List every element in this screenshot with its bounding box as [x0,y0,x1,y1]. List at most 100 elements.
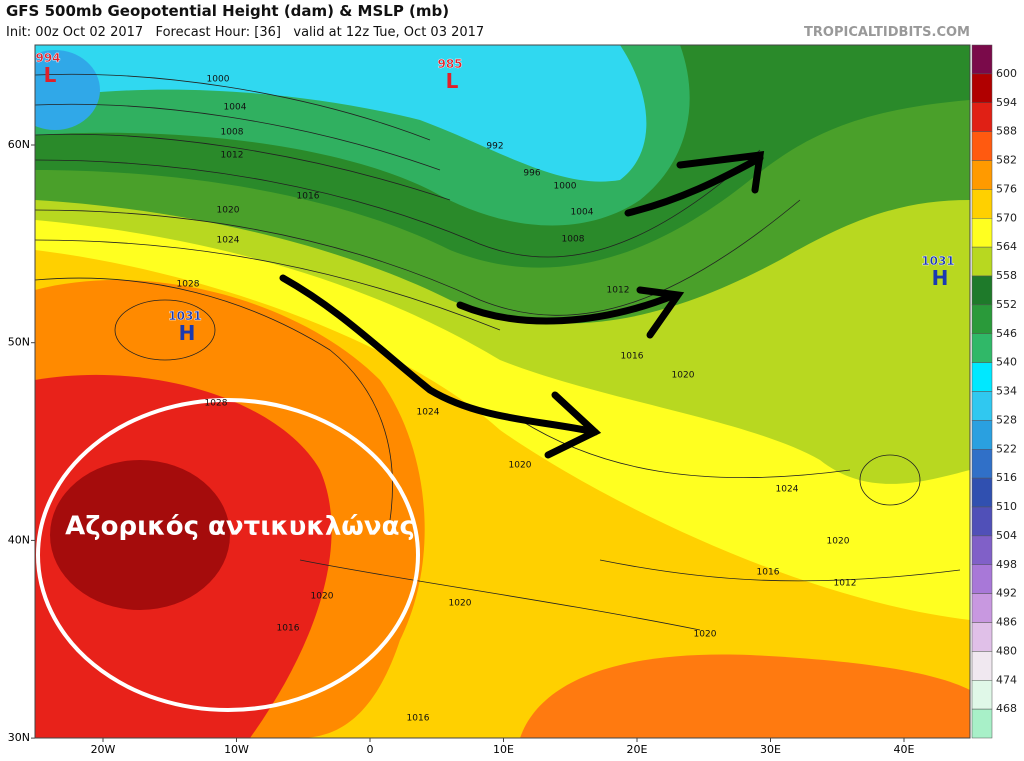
center-value: 994 [35,51,60,65]
lon-label: 0 [367,743,374,756]
center-letter: L [446,69,459,93]
site: TROPICALTIDBITS.COM [804,25,970,40]
isobar-label: 1016 [297,192,320,202]
colorbar-box [971,362,993,392]
colorbar-box [971,680,993,710]
colorbar-label: 504 [996,529,1017,542]
annotation: Αζορικός αντικυκλώνας [65,512,415,542]
colorbar-box [971,708,993,739]
colorbar-label: 588 [996,125,1017,138]
colorbar-box [971,304,993,334]
colorbar-label: 486 [996,616,1017,629]
colorbar-box [971,246,993,277]
isobar-label: 1008 [221,128,244,138]
colorbar-box [971,477,993,508]
colorbar-box [971,102,993,132]
colorbar-box [971,73,993,103]
colorbar-box [971,218,993,248]
field [520,654,970,738]
center-letter: H [932,266,949,290]
isobars [35,73,961,631]
lon-label: 20W [91,743,116,756]
isobar-label: 1000 [207,75,230,85]
field [35,45,647,182]
subtitle: Init: 00z Oct 02 2017 Forecast Hour: [36… [6,25,484,40]
colorbar-box [971,391,993,421]
colorbar-box [971,131,993,161]
colorbar-label: 546 [996,327,1017,340]
colorbar-box [971,44,993,75]
isobar-label: 1016 [621,352,644,362]
colorbar-box [971,506,993,537]
isobar-label: 1016 [757,568,780,578]
colorbar-label: 582 [996,154,1017,167]
isobar-label: 1008 [562,235,585,245]
isobar-label: 1020 [827,537,850,547]
lat-label: 30N [8,731,30,744]
isobar-label: 1012 [607,286,630,296]
isobar-label: 1024 [776,485,799,495]
isobar-label: 1028 [177,280,200,290]
arrows [279,150,765,459]
colorbar-box [971,189,993,219]
isobar-label: 1016 [407,714,430,724]
isobar-label: 1016 [277,624,300,634]
isobar-label: 1012 [834,579,857,589]
colorbar-box [971,160,993,190]
colorbar-label: 576 [996,182,1017,195]
colorbar-box [971,622,993,652]
colorbar-label: 498 [996,558,1017,571]
colorbar-box [971,333,993,363]
center-value: 1031 [921,254,954,268]
field [35,50,100,130]
colorbar-label: 564 [996,240,1017,253]
isobar-label: 1020 [509,461,532,471]
colorbar-label: 468 [996,702,1017,715]
colorbar-box [971,651,993,681]
colorbar-label: 474 [996,673,1017,686]
colorbar-box [971,420,993,450]
center-letter: H [179,321,196,345]
colorbar-label: 528 [996,413,1017,426]
isobar-label: 1020 [311,592,334,602]
isobar-label: 1004 [571,208,594,218]
colorbar-box [971,535,993,565]
lat-label: 60N [8,138,30,151]
colorbar-label: 516 [996,471,1017,484]
lon-label: 40E [894,743,915,756]
center-value: 1031 [168,309,201,323]
colorbar-label: 480 [996,644,1017,657]
lon-label: 10E [493,743,514,756]
isobar-label: 1028 [205,399,228,409]
colorbar: 600 594 588 582 576 570 564 558 552 546 540 534 528 5… [971,44,1017,739]
title: GFS 500mb Geopotential Height (dam) & MS… [6,2,449,20]
field [50,460,230,610]
isobar-label: 1000 [554,182,577,192]
colorbar-label: 552 [996,298,1017,311]
colorbar-box [971,564,993,594]
colorbar-label: 522 [996,442,1017,455]
center-letter: L [44,63,57,87]
colorbar-label: 600 [996,67,1017,80]
isobar-label: 1012 [221,151,244,161]
lon-label: 20E [627,743,648,756]
lon-label: 10W [224,743,249,756]
colorbar-box [971,449,993,479]
colorbar-label: 540 [996,356,1017,369]
isobar-label: 996 [523,169,540,179]
isobar-label: 1020 [672,371,695,381]
colorbar-label: 594 [996,96,1017,109]
colorbar-label: 510 [996,500,1017,513]
colorbar-box [971,593,993,623]
colorbar-label: 492 [996,587,1017,600]
lat-label: 40N [8,533,30,546]
isobar-label: 1024 [217,236,240,246]
colorbar-label: 570 [996,211,1017,224]
isobar-label: 1020 [694,630,717,640]
isobar-label: 992 [486,142,503,152]
isobar-label: 1020 [449,599,472,609]
lat-label: 50N [8,336,30,349]
map-frame [34,44,971,739]
